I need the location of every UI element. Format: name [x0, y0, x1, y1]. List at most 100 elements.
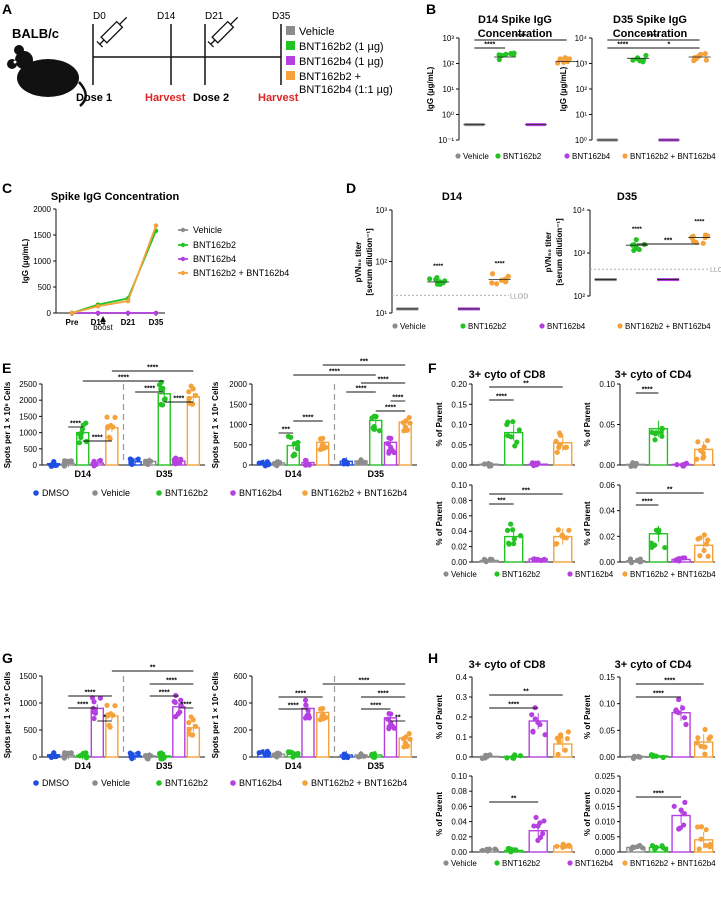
timepoint-d35: D35	[272, 11, 291, 22]
data-point	[648, 540, 655, 546]
legend-label: BNT162b4	[547, 322, 586, 331]
data-point	[108, 711, 114, 717]
significance-stars: **	[511, 796, 517, 803]
data-point	[302, 457, 309, 463]
significance-stars: **	[667, 487, 673, 494]
y-tick-label: 0.00	[599, 558, 615, 567]
data-point	[294, 752, 301, 758]
legend-label: Vehicle	[451, 859, 477, 868]
significance-stars: ****	[653, 791, 664, 798]
y-tick-label: 0.05	[451, 441, 467, 450]
data-point	[674, 462, 680, 468]
y-tick-label: 1500	[19, 412, 37, 421]
data-point	[682, 555, 688, 561]
data-point	[542, 732, 548, 738]
data-point	[556, 444, 562, 450]
data-point	[91, 715, 97, 722]
data-point	[112, 703, 118, 709]
y-tick-label: 0.000	[595, 848, 616, 857]
data-point	[680, 463, 686, 469]
significance-stars: ****	[173, 396, 184, 403]
data-point	[660, 754, 666, 760]
data-point	[682, 799, 688, 805]
data-point	[541, 818, 547, 824]
data-point	[562, 747, 568, 753]
y-tick-label: 10⁰	[442, 111, 454, 120]
y-axis-label: pVN₅₀ titer	[354, 242, 363, 283]
y-axis-label: Spots per 1 × 10⁶ Cells	[211, 671, 220, 758]
data-point	[104, 414, 110, 420]
data-point	[508, 521, 514, 527]
data-point	[683, 721, 689, 728]
data-point	[700, 240, 706, 246]
data-point	[504, 755, 510, 761]
data-point	[186, 720, 192, 726]
data-point	[691, 57, 697, 64]
data-point	[487, 556, 493, 562]
data-point	[512, 443, 518, 449]
significance-stars: ***	[497, 498, 505, 505]
y-tick-label: 0	[243, 461, 248, 470]
data-point	[502, 279, 509, 285]
y-tick-label: 0.0	[456, 753, 468, 762]
data-point	[107, 436, 113, 442]
data-point	[553, 438, 559, 444]
data-point	[189, 401, 195, 407]
legend-label: BNT162b2 + BNT162b4	[311, 778, 407, 788]
data-point	[530, 556, 537, 562]
panel-g-letter: G	[2, 650, 13, 666]
legend-label: Vehicle	[101, 488, 130, 498]
y-axis-label: % of Parent	[435, 501, 444, 545]
data-point	[89, 695, 96, 701]
legend-dot	[92, 780, 98, 786]
y-axis-label: Spots per 1 × 10⁶ Cells	[3, 381, 12, 468]
data-point	[697, 553, 703, 559]
line-point	[153, 223, 159, 228]
data-point	[698, 824, 705, 830]
event-dose-2: Dose 2	[193, 92, 229, 104]
y-axis-label: % of Parent	[435, 695, 444, 739]
data-point	[276, 459, 283, 466]
data-point	[671, 803, 677, 809]
legend-label: BNT162b2 + BNT162b4	[630, 570, 716, 579]
y-tick-label: 0.10	[599, 380, 615, 389]
data-point	[404, 743, 411, 749]
panel-d-letter: D	[346, 180, 356, 196]
legend-dot	[33, 780, 39, 786]
significance-stars: ****	[433, 263, 444, 270]
legend-bnt162b4: BNT162b4 (1 µg)	[299, 56, 384, 68]
data-point	[566, 527, 572, 533]
timepoint-d0: D0	[93, 11, 106, 22]
line-point	[153, 310, 159, 316]
data-point	[400, 736, 406, 742]
event-dose-1: Dose 1	[76, 92, 112, 104]
data-point	[361, 753, 367, 759]
legend-label: Vehicle	[451, 570, 477, 579]
legend-label: BNT162b2	[502, 859, 541, 868]
data-point	[190, 386, 196, 392]
data-point	[695, 824, 701, 830]
significance-stars: ****	[166, 678, 177, 685]
data-point	[557, 734, 563, 740]
data-point	[697, 535, 703, 541]
data-point	[489, 280, 495, 286]
y-tick-label: 0.005	[595, 833, 616, 842]
y-tick-label: 500	[24, 726, 38, 735]
line-series-bnt2	[71, 230, 157, 314]
legend-dot	[455, 153, 461, 159]
legend-dot	[622, 571, 628, 577]
legend-label: BNT162b2 + BNT162b4	[630, 859, 716, 868]
y-tick-label: 1000	[229, 421, 247, 430]
significance-stars: ****	[77, 702, 88, 709]
significance-stars: ****	[378, 377, 389, 384]
data-point	[701, 532, 707, 538]
line-point	[95, 303, 101, 309]
y-tick-label: 1000	[33, 257, 51, 266]
data-point	[264, 748, 270, 754]
data-point	[294, 445, 301, 452]
data-point	[565, 729, 571, 735]
data-point	[660, 845, 666, 851]
legend-label: BNT162b4	[575, 570, 614, 579]
data-point	[540, 831, 546, 837]
